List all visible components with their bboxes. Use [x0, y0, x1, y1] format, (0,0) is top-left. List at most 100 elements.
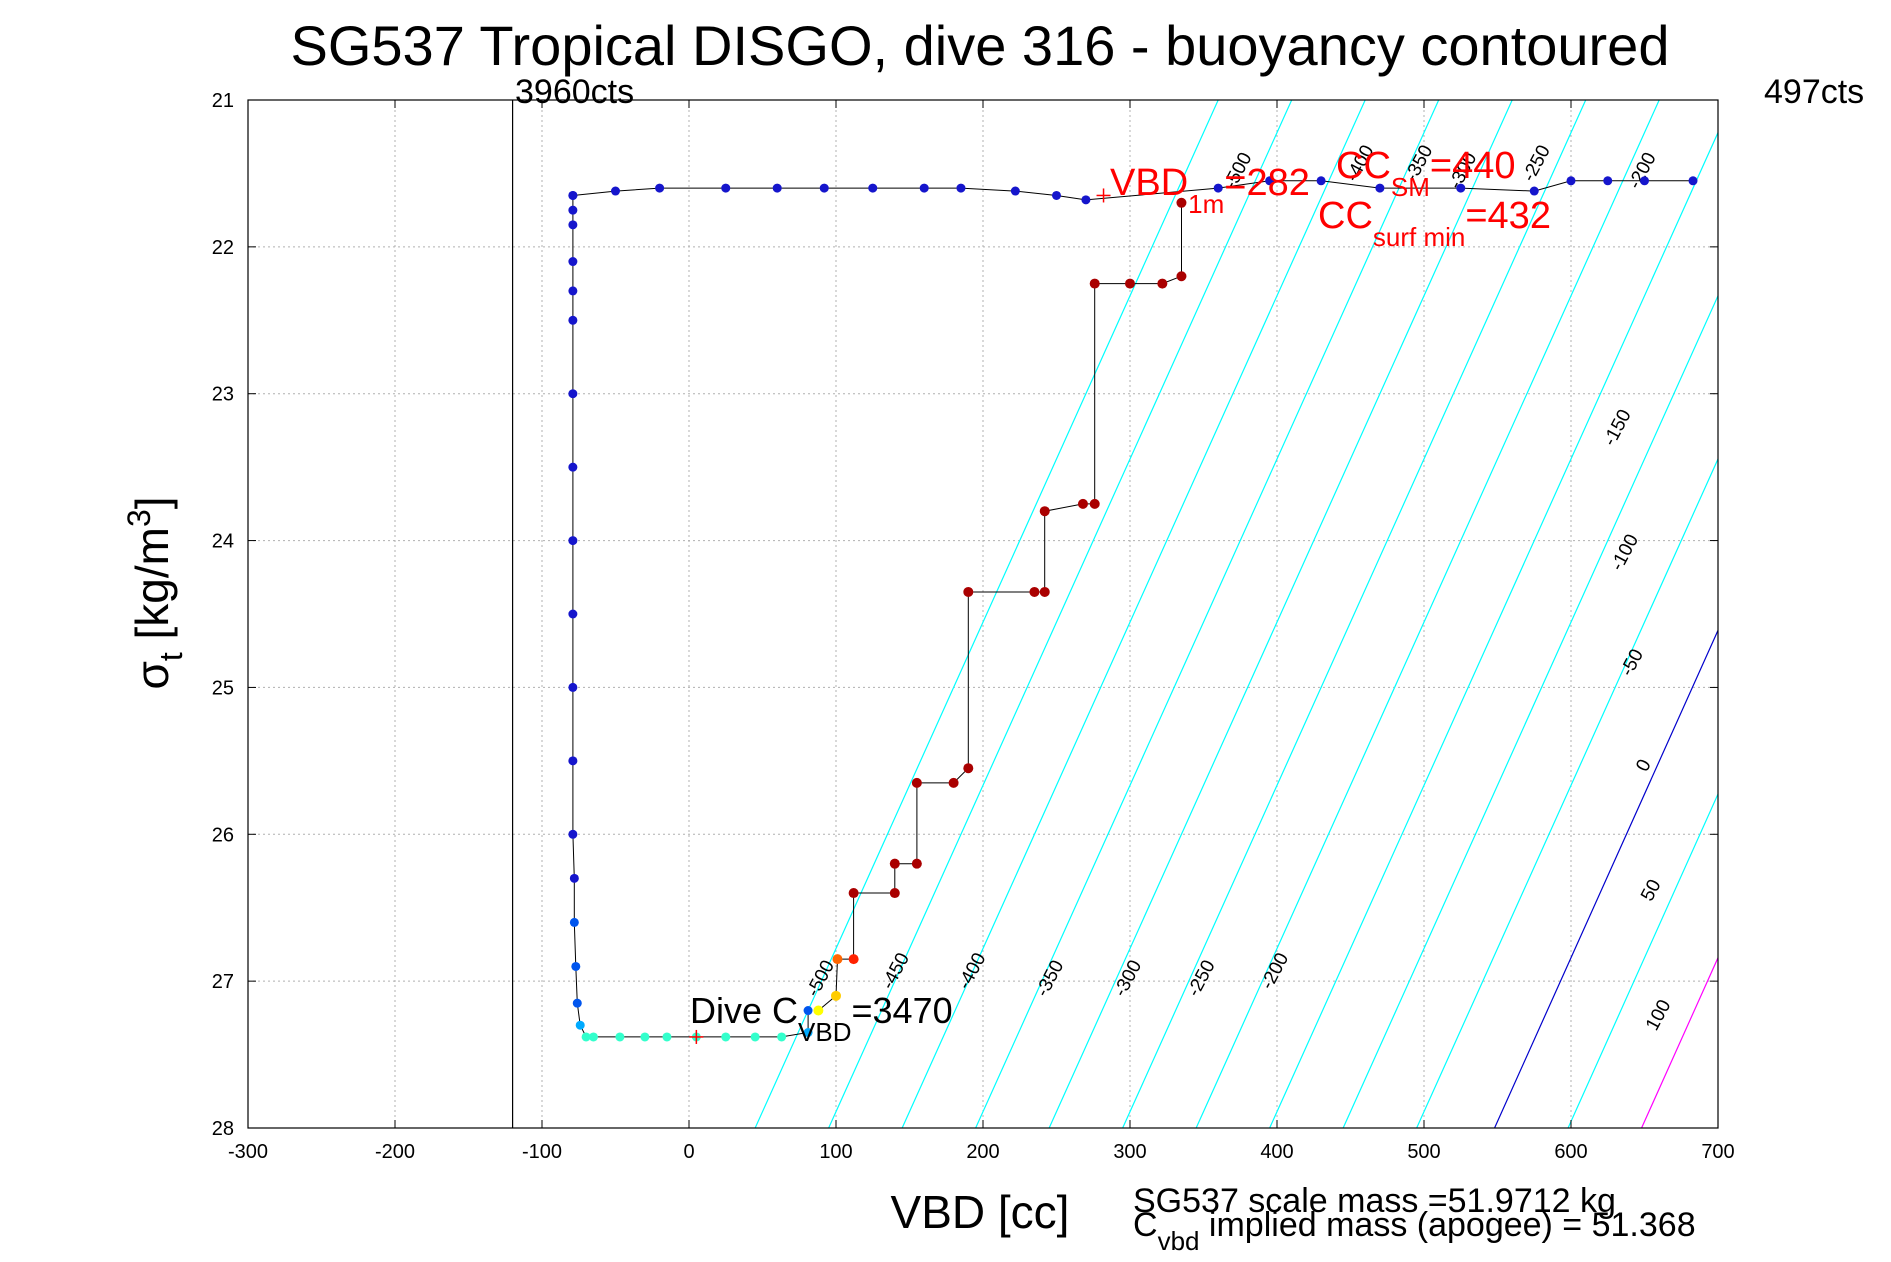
- cc-surf-main: CC: [1318, 195, 1373, 237]
- cc-surf-sub: surf min: [1373, 222, 1465, 252]
- dive-series-point: [803, 1006, 813, 1016]
- surface-series-point: [1316, 176, 1326, 186]
- climb-series-point: [963, 763, 974, 774]
- y-tick-label: 22: [212, 237, 234, 259]
- dive-series-point: [803, 1028, 813, 1038]
- x-tick-label: -100: [522, 1141, 562, 1163]
- surface-series-point: [1375, 183, 1385, 193]
- vbd-1m-main: VBD: [1110, 162, 1188, 204]
- surface-series-line: [572, 180, 1693, 201]
- dive-series-point: [568, 462, 578, 472]
- contour-line: [828, 100, 1293, 1128]
- climb-series-point: [911, 858, 922, 869]
- dive-series-point: [568, 286, 578, 296]
- x-tick-label: 300: [1113, 1141, 1146, 1163]
- climb-series-point: [1089, 278, 1100, 289]
- climb-series-point: [948, 777, 959, 788]
- surface-series-point: [611, 186, 620, 196]
- y-tick-label: 23: [212, 384, 234, 406]
- climb-series-point: [1039, 506, 1050, 517]
- x-tick-label: 400: [1260, 1141, 1293, 1163]
- climb-series-point: [1089, 498, 1100, 509]
- dive-series-point: [569, 917, 579, 927]
- climb-series-point: [963, 586, 974, 597]
- x-tick-label: 700: [1701, 1141, 1734, 1163]
- dive-series-point: [571, 961, 581, 971]
- surface-series-point: [1456, 183, 1466, 193]
- surface-series-point: [568, 190, 578, 200]
- cc-surf-label: CCsurf min=432: [1318, 195, 1551, 252]
- right-counts-label: 497cts: [1764, 73, 1864, 111]
- dive-series-point: [568, 315, 578, 325]
- contour-line: [1195, 100, 1660, 1128]
- y-axis-label: σt [kg/m3]: [121, 496, 189, 689]
- surface-series-point: [1010, 186, 1020, 196]
- scale-mass-label: SG537 scale mass =51.9712 kg: [1133, 1182, 1616, 1220]
- contour-line: [754, 100, 1219, 1128]
- climb-series-point: [848, 954, 859, 965]
- chart-title: SG537 Tropical DISGO, dive 316 - buoyanc…: [291, 14, 1670, 77]
- implied-mass-label: Cvbd implied mass (apogee) = 51.368: [1133, 1206, 1696, 1256]
- dive-series-point: [568, 536, 578, 546]
- climb-series-point: [1125, 278, 1135, 289]
- surface-series-point: [1213, 183, 1223, 193]
- x-tick-label: -300: [228, 1141, 268, 1163]
- surface-series-point: [1265, 176, 1275, 186]
- grid-layer: [247, 99, 1719, 1129]
- y-tick-label: 21: [212, 90, 234, 112]
- y-axis-label-main: σ: [126, 661, 178, 689]
- dive-c-main: Dive C: [690, 990, 798, 1031]
- series-layer: [568, 176, 1698, 1044]
- y-tick-label: 25: [212, 677, 234, 699]
- climb-series-line: [818, 202, 1182, 1011]
- contour-line: [1567, 792, 1718, 1128]
- surface-series-point: [1566, 176, 1576, 186]
- cc-surf-value: =432: [1465, 195, 1551, 237]
- cc-sm-value: =440: [1430, 145, 1516, 187]
- climb-series-point: [911, 777, 922, 788]
- dive-series-point: [572, 998, 582, 1008]
- dive-series-point: [750, 1032, 760, 1042]
- dive-series-point: [568, 829, 578, 839]
- dive-series-point: [569, 873, 579, 883]
- dive-series-point: [615, 1032, 625, 1042]
- climb-series-point: [1176, 197, 1187, 208]
- contour-line: [1122, 100, 1587, 1128]
- dive-series-point: [568, 257, 578, 267]
- dive-c-label: Dive CVBD=3470: [690, 990, 953, 1047]
- dive-series-point: [568, 756, 578, 766]
- dive-series-point: [568, 389, 578, 399]
- cc-sm-label: CCSM=440: [1336, 145, 1515, 202]
- y-axis-label-close: ]: [126, 496, 178, 509]
- contour-line: [1416, 457, 1718, 1128]
- surface-series-point: [868, 183, 878, 193]
- climb-series-point: [1157, 278, 1168, 289]
- y-axis-label-units: [kg/m: [126, 527, 178, 652]
- implied-mass-text: implied mass (apogee) = 51.368: [1199, 1206, 1695, 1244]
- dive-series-point: [588, 1032, 598, 1042]
- dive-series-point: [568, 682, 578, 692]
- x-tick-label: 100: [819, 1141, 852, 1163]
- climb-series-point: [1176, 271, 1187, 282]
- surface-series-point: [772, 183, 782, 193]
- left-counts-label: 3960cts: [515, 73, 634, 111]
- vbd-1m-sub: 1m: [1188, 189, 1224, 219]
- surface-series-point: [1688, 176, 1698, 186]
- dive-c-value: =3470: [852, 990, 953, 1031]
- contour-line: [975, 100, 1440, 1128]
- surface-series-point: [1640, 176, 1649, 186]
- implied-mass-main: C: [1133, 1206, 1158, 1244]
- y-tick-label: 26: [212, 824, 234, 846]
- y-axis-label-sub: t: [153, 652, 189, 661]
- vbd-1m-label: VBD1m=282: [1110, 162, 1310, 219]
- surface-series-point: [956, 183, 966, 193]
- x-tick-label: 200: [966, 1141, 999, 1163]
- dive-series-point: [581, 1032, 591, 1042]
- contour-line: [1342, 294, 1718, 1128]
- dive-series-point: [640, 1032, 650, 1042]
- cc-sm-sub: SM: [1391, 172, 1430, 202]
- climb-series-point: [889, 888, 900, 899]
- y-tick-label: 24: [212, 531, 234, 553]
